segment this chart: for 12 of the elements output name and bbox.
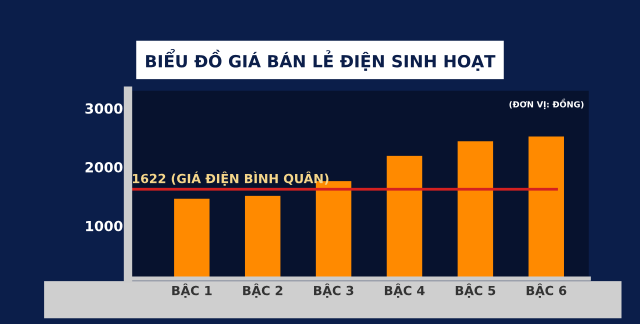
- chart-title: BIỂU ĐỒ GIÁ BÁN LẺ ĐIỆN SINH HOẠT: [146, 49, 496, 71]
- y-tick-label: 2000: [86, 162, 122, 173]
- x-tick-label: BẬC 5: [456, 284, 496, 298]
- x-tick-label: BẬC 4: [384, 284, 425, 298]
- y-tick-label: 3000: [85, 103, 122, 114]
- x-tick-label: BẬC 6: [526, 284, 566, 298]
- ref-line-label: 1622 (GIÁ ĐIỆN BÌNH QUÂN): [132, 172, 328, 186]
- x-tick-label: BẬC 3: [314, 284, 354, 298]
- y-tick-label: 1000: [86, 220, 122, 232]
- annotation: (ĐƠN VỊ: ĐỒNG): [509, 98, 584, 110]
- x-tick-label: BẬC 2: [243, 284, 282, 298]
- x-tick-label: BẬC 1: [172, 284, 212, 298]
